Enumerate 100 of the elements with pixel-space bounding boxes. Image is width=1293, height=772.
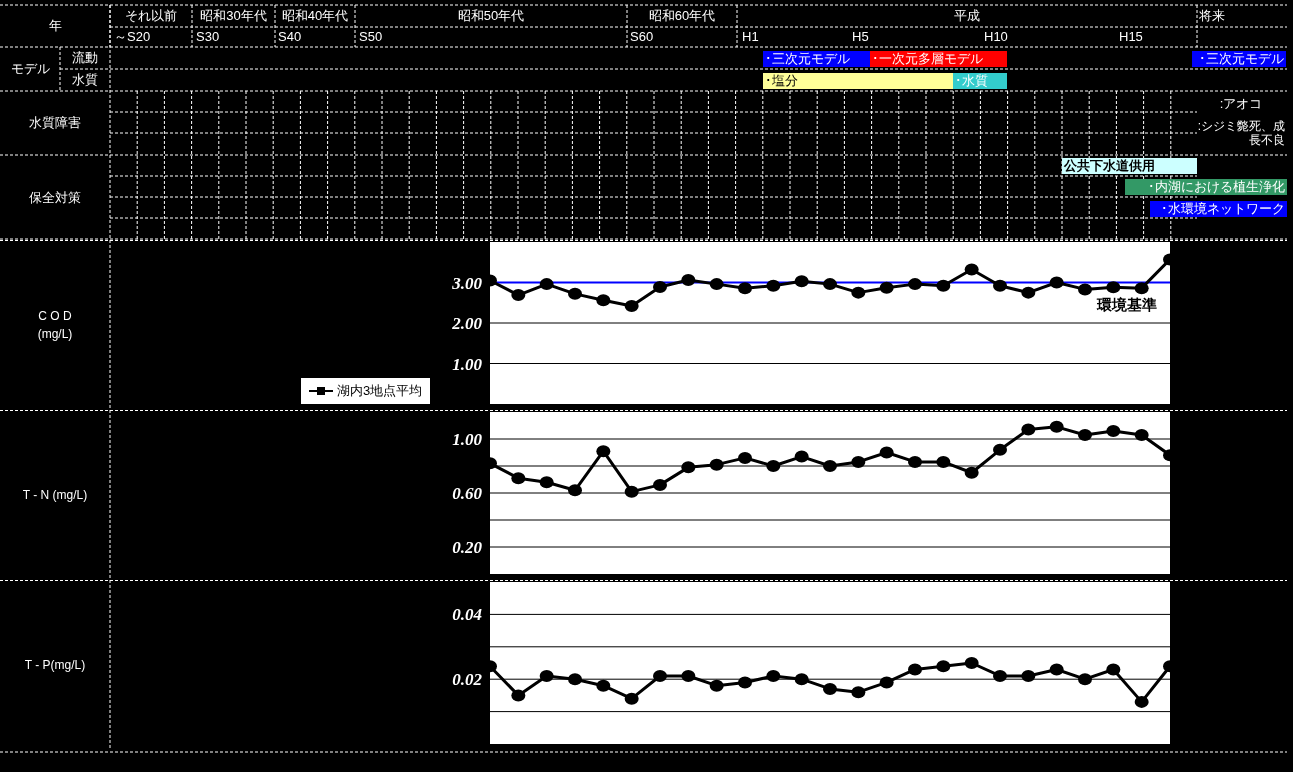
text: 昭和50年代 xyxy=(456,8,526,24)
point xyxy=(908,278,922,291)
ref-line-label: 環境基準 xyxy=(1096,296,1157,314)
point xyxy=(1078,673,1092,686)
point xyxy=(596,679,611,692)
point xyxy=(1134,428,1149,441)
point xyxy=(681,669,696,682)
point xyxy=(568,484,582,497)
point xyxy=(1134,282,1149,295)
point xyxy=(794,275,809,288)
point xyxy=(993,443,1007,456)
point xyxy=(511,689,526,702)
text: 昭和30年代 xyxy=(199,8,268,24)
point xyxy=(653,669,667,682)
y-axis-title: T - P(mg/L) xyxy=(23,657,87,674)
point xyxy=(794,450,809,463)
y-axis-title: C O D (mg/L) xyxy=(36,308,74,343)
text: ･水質 xyxy=(953,73,1007,89)
text: 年 xyxy=(47,18,63,34)
point xyxy=(738,451,752,464)
point xyxy=(1106,424,1121,437)
text: S60 xyxy=(629,29,655,45)
text: 昭和60年代 xyxy=(647,8,717,24)
text: S30 xyxy=(195,29,221,45)
y-axis-title: T - N (mg/L) xyxy=(21,487,89,504)
point xyxy=(624,692,639,705)
point xyxy=(738,282,752,295)
text: 公共下水道供用 xyxy=(1062,158,1197,174)
point xyxy=(879,446,894,459)
text: ･内湖における植生浄化 xyxy=(1125,179,1287,195)
point xyxy=(879,281,894,294)
point xyxy=(936,660,951,673)
point xyxy=(1078,283,1092,296)
y-tick-label: 0.20 xyxy=(452,538,483,558)
point xyxy=(1049,276,1064,289)
point xyxy=(908,663,922,676)
point xyxy=(1078,428,1092,441)
text: 平成 xyxy=(953,8,981,24)
point xyxy=(993,279,1007,292)
text: 水質 xyxy=(71,72,99,88)
point xyxy=(794,673,809,686)
point xyxy=(1049,663,1064,676)
point xyxy=(596,445,611,458)
point xyxy=(709,458,724,471)
y-tick-label: 2.00 xyxy=(451,314,483,334)
text: 昭和40年代 xyxy=(280,8,350,24)
y-tick-label: 0.04 xyxy=(452,605,482,625)
point xyxy=(823,278,837,291)
point xyxy=(539,278,554,291)
y-tick-label: 0.02 xyxy=(452,670,483,690)
point xyxy=(511,472,526,485)
text: 将来 xyxy=(1198,8,1226,24)
point xyxy=(624,299,639,312)
y-tick-label: 1.00 xyxy=(452,430,483,450)
point xyxy=(766,460,781,472)
point xyxy=(823,460,837,472)
point xyxy=(738,676,752,689)
y-tick-label: 0.60 xyxy=(452,484,483,504)
text: 水質障害 xyxy=(28,115,82,131)
point xyxy=(1021,286,1036,299)
point xyxy=(964,263,979,276)
point xyxy=(1021,669,1036,682)
point xyxy=(681,461,696,474)
point xyxy=(879,676,894,689)
point xyxy=(964,466,979,479)
text: :シジミ斃死、成長不良 xyxy=(1196,118,1286,148)
text: それ以前 xyxy=(124,8,178,24)
point xyxy=(709,278,724,291)
point xyxy=(624,485,639,498)
text: :アオコ xyxy=(1218,96,1264,112)
text: S40 xyxy=(277,29,303,45)
point xyxy=(851,455,866,468)
text: ･三次元モデル xyxy=(1192,51,1286,67)
point xyxy=(653,478,667,491)
point xyxy=(766,279,781,292)
text: H15 xyxy=(1118,29,1144,45)
point xyxy=(823,682,837,695)
point xyxy=(993,669,1007,682)
point xyxy=(908,455,922,468)
point xyxy=(1134,695,1149,708)
point xyxy=(766,669,781,682)
point xyxy=(964,657,979,669)
point xyxy=(568,673,582,686)
point xyxy=(653,280,667,293)
point xyxy=(681,274,696,287)
point xyxy=(851,286,866,299)
point xyxy=(709,679,724,692)
y-tick-label: 1.00 xyxy=(452,354,483,374)
text: ～S20 xyxy=(113,29,152,45)
text: ･一次元多層モデル xyxy=(870,51,1007,67)
point xyxy=(596,294,611,307)
text: H1 xyxy=(741,29,760,45)
text: ･三次元モデル xyxy=(763,51,870,67)
point xyxy=(936,455,951,468)
point xyxy=(851,686,866,699)
point xyxy=(539,669,554,682)
text: ･水環境ネットワーク xyxy=(1150,201,1287,217)
text: モデル xyxy=(9,61,51,77)
legend-label: 湖内3地点平均 xyxy=(337,382,423,400)
point xyxy=(539,476,554,489)
